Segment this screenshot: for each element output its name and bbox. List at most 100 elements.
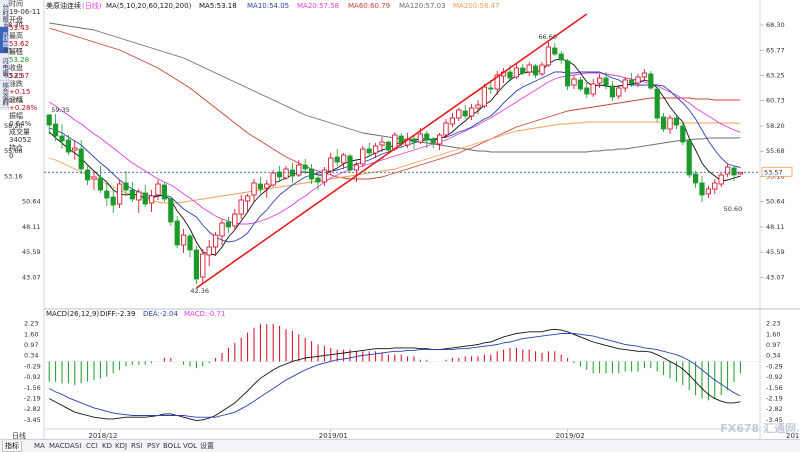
tab-timeshare[interactable]: 分时图 (0, 0, 8, 27)
open-value: 53.43 (9, 24, 30, 32)
ma60-value: MA60:60.79 (348, 2, 390, 10)
indicator-vol[interactable]: VOL (183, 442, 198, 450)
volume-label: 成交量 (9, 128, 30, 136)
price-tick-left: 43.07 (22, 273, 41, 281)
candle-body (731, 167, 737, 176)
candle-body (244, 195, 251, 202)
macd-tick-right: -3.45 (766, 416, 783, 424)
ma200-line (49, 121, 741, 204)
candle-body (91, 176, 97, 180)
indicator-toolbar: 日线 指标 MA MACD ASI CCI KD KDJ RSI PSY BOL… (0, 432, 800, 452)
tab-flash[interactable]: 闪电图 (0, 54, 8, 81)
macd-header: MACD(26,12,9) (46, 310, 99, 318)
candle-body (225, 221, 231, 228)
candle-body (123, 182, 129, 191)
trendline[interactable] (195, 13, 588, 289)
close-value: 53.57 (9, 72, 30, 80)
date-label: 2019/01 (319, 432, 348, 439)
macd-tick-right: -0.29 (766, 362, 783, 370)
price-tick-left: 58.20 (4, 122, 23, 130)
tab-kline[interactable]: K线图 (0, 27, 8, 54)
indicator-kd[interactable]: KD (102, 442, 112, 450)
candle-body (308, 168, 315, 180)
ma10-value: MA10:54.05 (247, 2, 289, 10)
open-interest-value: 0 (9, 152, 14, 160)
candlestick-series (46, 42, 744, 284)
tab-profile[interactable]: 综合资料 (0, 82, 8, 108)
indicator-macd[interactable]: MACD (49, 442, 70, 450)
support-trendline (195, 13, 588, 289)
high-value: 53.62 (9, 40, 30, 48)
low-annotation-last: 50.60 (724, 205, 743, 213)
candle-body (430, 138, 436, 144)
quote-info-panel: 时间 19-06-11 开盘 53.43 最高 53.62 最低 53.28 收… (9, 0, 45, 180)
macd-tick-right: 1.60 (766, 330, 780, 338)
candle-body (411, 138, 417, 143)
candle-body (155, 183, 161, 196)
price-tick-left: 60.73 (4, 97, 23, 105)
indicator-psy[interactable]: PSY (147, 442, 160, 450)
price-tick-right: 55.68 (766, 147, 785, 155)
open-label: 开盘 (9, 16, 23, 24)
high-label: 最高 (9, 32, 23, 40)
candle-body (520, 67, 526, 74)
price-tick-right: 63.25 (766, 72, 785, 80)
candle-body (257, 183, 264, 190)
indicator-settings[interactable]: 设置 (200, 442, 214, 450)
low-annotation-first: 42.36 (190, 287, 209, 295)
candle-body (475, 104, 481, 109)
candle-body (603, 77, 609, 86)
macd-axis: 2.23 2.23 1.60 1.60 0.97 0.97 0.34 0.34 -0.29 -0.… (24, 320, 783, 424)
candle-body (635, 76, 641, 84)
kline-chart[interactable]: 美原油连续 (日线) MA(5,10,20,60,120,200) MA5:53… (0, 0, 800, 439)
indicator-tab-label[interactable]: 指标 (2, 441, 22, 452)
candle-body (168, 198, 174, 223)
candle-body (180, 234, 187, 246)
current-price-marker: 53.57 (44, 166, 793, 177)
candle-body (705, 188, 712, 195)
indicator-asi[interactable]: ASI (70, 442, 82, 450)
price-tick-right: 43.07 (766, 273, 785, 281)
low-value: 53.28 (9, 56, 30, 64)
candle-body (97, 177, 103, 191)
macd-tick-right: 2.23 (766, 320, 780, 328)
indicator-ma[interactable]: MA (34, 442, 45, 450)
candle-body (693, 173, 699, 184)
candle-body (654, 88, 660, 119)
candle-body (718, 174, 724, 185)
candle-body (148, 195, 155, 204)
candle-body (641, 72, 648, 78)
price-tick-left: 68.30 (4, 21, 23, 29)
candle-body (468, 107, 475, 117)
candle-body (276, 171, 283, 178)
candle-body (481, 86, 488, 107)
macd-tick-left: -2.19 (24, 394, 41, 402)
indicator-rsi[interactable]: RSI (131, 442, 143, 450)
candle-body (59, 135, 65, 142)
volume-value: 34052 (9, 136, 32, 144)
candle-body (219, 222, 225, 237)
candle-body (85, 169, 91, 181)
macd-lines (48, 328, 741, 422)
period-tab[interactable]: 日线 (12, 432, 26, 440)
period-label: (日线) (82, 1, 102, 10)
candle-body (289, 169, 296, 177)
candle-body (712, 182, 718, 190)
amp-value: 0.64% (9, 120, 32, 128)
macd-tick-right: -0.92 (766, 373, 783, 381)
candle-body (117, 183, 123, 205)
candle-body (72, 147, 78, 151)
indicator-cci[interactable]: CCI (86, 442, 98, 450)
price-tick-left: 45.59 (22, 248, 41, 256)
ma5-value: MA5:53.18 (199, 2, 237, 10)
ma20-value: MA20:57.58 (297, 2, 339, 10)
close-label: 收盘 (9, 64, 23, 72)
candle-body (725, 166, 731, 175)
first-candle-annotation: 59.35 (51, 106, 70, 114)
macd-tick-right: -1.56 (766, 384, 783, 392)
indicator-kdj[interactable]: KDJ (115, 442, 128, 450)
candle-body (667, 117, 673, 130)
macd-tick-left: -3.45 (24, 416, 41, 424)
indicator-boll[interactable]: BOLL (163, 442, 181, 450)
ma-header: MA(5,10,20,60,120,200) (106, 2, 192, 10)
